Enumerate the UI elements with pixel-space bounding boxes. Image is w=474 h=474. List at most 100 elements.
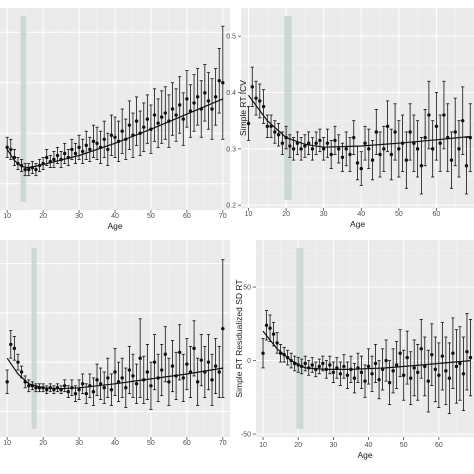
- data-point: [102, 137, 106, 141]
- data-point: [156, 121, 160, 125]
- data-point: [318, 138, 322, 143]
- data-point: [127, 368, 132, 372]
- data-point: [423, 135, 427, 140]
- data-point: [27, 384, 31, 388]
- data-point: [177, 103, 182, 107]
- data-point: [9, 147, 13, 152]
- data-point: [134, 382, 139, 386]
- data-point: [325, 141, 330, 145]
- data-point: [34, 167, 38, 172]
- data-point: [398, 351, 402, 355]
- y-tick-label: -50: [241, 432, 251, 439]
- data-point: [261, 104, 266, 109]
- data-point: [355, 161, 360, 165]
- data-point: [405, 355, 409, 360]
- data-point: [444, 369, 448, 373]
- data-point: [440, 354, 445, 358]
- data-point: [45, 155, 49, 160]
- fit-curve: [248, 94, 471, 148]
- x-tick-label: 20: [294, 442, 302, 449]
- data-point: [359, 370, 364, 375]
- data-point: [98, 382, 103, 386]
- data-point: [377, 377, 381, 382]
- data-point: [465, 350, 469, 354]
- data-point: [203, 91, 207, 95]
- data-point: [213, 364, 218, 368]
- fit-curve: [6, 357, 223, 390]
- data-point: [70, 147, 74, 152]
- data-point: [427, 113, 431, 117]
- data-point: [5, 145, 9, 150]
- data-point: [174, 113, 178, 117]
- data-point: [27, 167, 31, 172]
- data-point: [352, 135, 356, 140]
- data-point: [120, 376, 124, 380]
- x-tick-label: 10: [3, 440, 11, 447]
- data-point: [352, 376, 357, 380]
- data-point: [84, 391, 88, 396]
- data-point: [221, 326, 225, 331]
- data-point: [77, 145, 81, 150]
- data-point: [367, 147, 371, 151]
- data-point: [447, 376, 452, 380]
- y-tick-label: 0.2: [226, 203, 236, 210]
- shaded-age-band: [31, 248, 37, 429]
- data-point: [426, 379, 430, 383]
- data-point: [310, 147, 315, 151]
- data-point: [344, 147, 348, 151]
- y-tick-label: 0: [247, 358, 251, 365]
- data-point: [127, 123, 132, 127]
- x-tick-label: 50: [147, 213, 155, 220]
- data-point: [409, 376, 413, 380]
- data-point: [210, 378, 214, 382]
- fit-curve: [6, 98, 224, 169]
- x-tick-label: 60: [183, 440, 191, 447]
- data-point: [317, 364, 321, 369]
- data-point: [373, 361, 378, 366]
- data-point: [19, 370, 24, 374]
- data-point: [95, 378, 99, 382]
- data-point: [366, 364, 371, 369]
- data-point: [258, 99, 262, 103]
- data-point: [195, 380, 200, 384]
- y-axis-label: Simple RT Residualized SD RT: [234, 279, 244, 397]
- data-point: [170, 364, 175, 368]
- data-point: [163, 352, 168, 356]
- data-point: [321, 361, 325, 366]
- data-point: [170, 107, 175, 111]
- y-tick-label: 0.3: [226, 146, 236, 153]
- y-tick-label: 50: [243, 285, 251, 292]
- x-tick-label: 50: [147, 440, 155, 447]
- data-point: [335, 366, 339, 370]
- x-tick-label: 70: [219, 440, 227, 447]
- data-point: [221, 81, 225, 85]
- data-point: [265, 124, 270, 129]
- data-point: [442, 113, 446, 117]
- x-tick-label: 60: [433, 211, 441, 218]
- data-point: [288, 144, 292, 148]
- data-point: [299, 147, 303, 151]
- data-point: [73, 151, 78, 156]
- data-point: [185, 97, 189, 101]
- data-point: [195, 95, 200, 99]
- shaded-age-band: [296, 248, 304, 429]
- data-point: [370, 158, 375, 162]
- panel-bottom-left: 10 20 30 40 50 60 70: [0, 240, 230, 447]
- data-point: [62, 151, 67, 156]
- data-point: [152, 113, 157, 117]
- data-point: [273, 130, 277, 134]
- data-point: [12, 346, 17, 351]
- data-point: [23, 167, 27, 172]
- data-point: [34, 386, 38, 390]
- data-point: [163, 111, 168, 115]
- plot-background: [256, 240, 474, 437]
- x-tick-label: 40: [111, 440, 119, 447]
- data-point: [430, 352, 434, 357]
- data-point: [419, 347, 423, 351]
- data-point: [374, 130, 378, 134]
- data-point: [149, 384, 153, 388]
- data-point: [458, 361, 462, 366]
- data-point: [303, 361, 307, 366]
- data-point: [275, 341, 279, 345]
- x-tick-label: 30: [320, 211, 328, 218]
